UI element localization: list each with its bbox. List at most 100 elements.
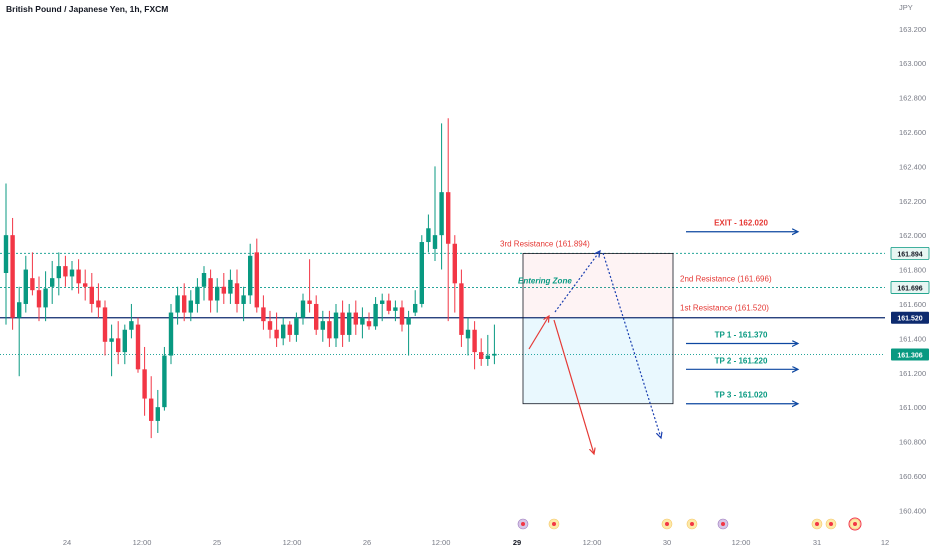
candle	[413, 290, 418, 316]
candle	[333, 303, 339, 347]
y-tick-label: 162.400	[899, 162, 926, 171]
candle	[50, 260, 55, 304]
candle	[234, 269, 240, 313]
y-tick-label: 161.200	[899, 369, 926, 378]
y-tick-label: 161.600	[899, 300, 926, 309]
candle	[459, 269, 464, 347]
y-tick-label: 161.800	[899, 266, 926, 275]
svg-text:161.306: 161.306	[897, 353, 922, 360]
candle	[340, 300, 345, 347]
candle	[267, 310, 273, 339]
label-2nd-resistance: 2nd Resistance (161.696)	[680, 274, 772, 283]
candle	[36, 276, 42, 322]
candle	[228, 269, 233, 304]
y-tick-label: 162.000	[899, 231, 926, 240]
candle	[208, 269, 213, 313]
y-tick-label: 160.600	[899, 472, 926, 481]
event-ring-icon	[848, 517, 862, 531]
candle	[327, 310, 332, 347]
candle	[122, 324, 127, 365]
x-tick-label: 12:00	[283, 538, 302, 547]
x-tick-label: 12:00	[432, 538, 451, 547]
candle	[201, 266, 207, 301]
x-tick-label: 25	[213, 538, 221, 547]
candle	[221, 273, 226, 304]
arrow-up-dotted	[554, 251, 600, 313]
candle	[241, 286, 246, 322]
y-tick-label: 160.800	[899, 438, 926, 447]
candle	[175, 286, 180, 325]
chart-title: British Pound / Japanese Yen, 1h, FXCM	[6, 4, 169, 14]
candle	[129, 303, 134, 339]
candle	[248, 243, 253, 304]
event-marker-icon	[849, 518, 861, 530]
candle	[155, 389, 160, 433]
candle	[446, 118, 451, 322]
candle	[254, 238, 259, 313]
label-entering-zone: Entering Zone	[518, 276, 572, 285]
candle	[109, 324, 114, 377]
x-tick-label: 24	[63, 538, 71, 547]
x-tick-label: 12:00	[583, 538, 602, 547]
target-tp2: TP 2 - 161.220	[686, 356, 798, 369]
candle	[432, 166, 438, 261]
candle	[96, 283, 101, 318]
candle	[465, 317, 471, 356]
event-marker-icon	[811, 518, 823, 530]
candle	[366, 312, 372, 330]
target-zone	[523, 317, 673, 404]
label-3rd-resistance: 3rd Resistance (161.894)	[500, 239, 590, 248]
svg-text:161.520: 161.520	[897, 316, 922, 323]
event-marker-icon	[686, 518, 698, 530]
candle	[360, 307, 365, 339]
candle	[393, 300, 398, 322]
candle	[3, 183, 9, 325]
event-marker-icon	[661, 518, 673, 530]
target-tp1: TP 1 - 161.370	[686, 331, 798, 344]
candle	[307, 259, 312, 313]
y-tick-label: 161.000	[899, 403, 926, 412]
candle	[43, 271, 48, 322]
candle	[168, 303, 174, 365]
event-marker-icon	[825, 518, 837, 530]
currency-label: JPY	[899, 3, 913, 12]
candle	[69, 260, 75, 291]
event-marker-icon	[548, 518, 560, 530]
y-tick-label: 160.400	[899, 506, 926, 515]
candle	[399, 300, 405, 332]
candle	[17, 286, 22, 377]
event-marker-icon	[517, 518, 529, 530]
price-tag-3rd: 161.894	[890, 246, 930, 260]
candle	[479, 338, 484, 366]
y-tick-label: 162.600	[899, 128, 926, 137]
candle	[281, 317, 286, 346]
y-tick-label: 163.000	[899, 59, 926, 68]
y-tick-label: 163.200	[899, 25, 926, 34]
candle	[149, 376, 154, 439]
resistance-zone	[523, 253, 673, 318]
candle	[485, 334, 490, 366]
candle	[274, 312, 279, 347]
candle	[23, 255, 28, 313]
x-tick-label: 26	[363, 538, 371, 547]
x-tick-label: 12:00	[732, 538, 751, 547]
event-marker-icon	[717, 518, 729, 530]
candle	[116, 321, 121, 365]
target-tp3: TP 3 - 161.020	[686, 391, 798, 404]
candle	[353, 300, 358, 335]
candle	[300, 293, 306, 325]
arrow-up-red	[528, 316, 549, 350]
candle	[188, 290, 193, 322]
candle	[320, 310, 325, 342]
arrow-down-dotted	[602, 252, 661, 438]
x-tick-label: 30	[663, 538, 671, 547]
candle	[419, 235, 424, 308]
candle	[76, 259, 81, 294]
candle	[492, 324, 497, 365]
candle	[406, 310, 411, 356]
candle	[89, 273, 94, 313]
candle	[83, 269, 88, 301]
target-exit: EXIT - 162.020	[686, 219, 798, 232]
target-label: TP 1 - 161.370	[715, 331, 768, 340]
